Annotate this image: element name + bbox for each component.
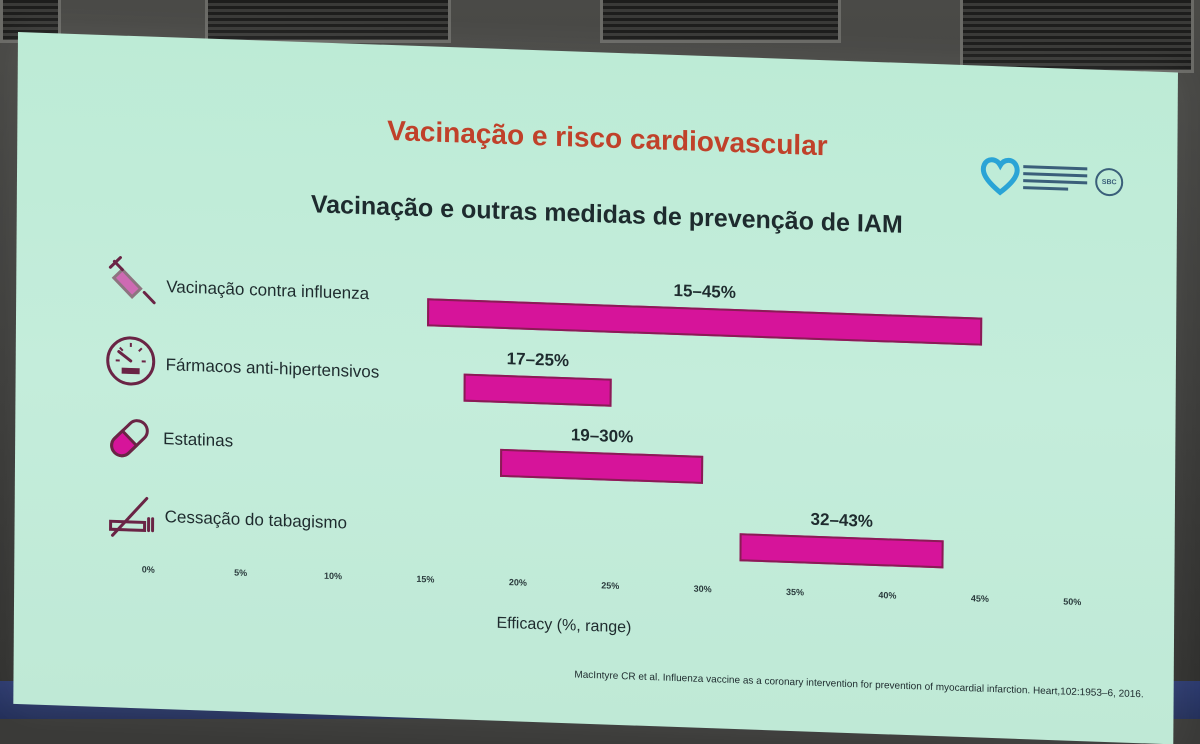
x-tick-label: 40% (867, 590, 907, 601)
x-tick-label: 20% (498, 577, 538, 588)
range-label: 32–43% (782, 509, 902, 533)
citation: MacIntyre CR et al. Influenza vaccine as… (384, 663, 1144, 701)
range-label: 17–25% (478, 348, 598, 372)
ceiling-vent (600, 0, 841, 43)
range-bar (464, 374, 612, 407)
x-tick-label: 10% (313, 570, 353, 581)
range-label: 19–30% (542, 424, 662, 448)
x-tick-label: 15% (405, 574, 445, 585)
ceiling-vent (205, 0, 451, 43)
range-bar (740, 533, 943, 568)
chart-plot-area: 15–45% 17–25% 19–30% 32–43% 0% 5% 10% 15… (14, 32, 1178, 672)
range-bar (500, 449, 703, 484)
x-tick-label: 35% (775, 586, 815, 597)
x-tick-label: 5% (221, 567, 261, 578)
x-tick-label: 50% (1052, 596, 1092, 607)
range-bar (427, 298, 982, 345)
x-tick-label: 45% (960, 593, 1000, 604)
x-tick-label: 25% (590, 580, 630, 591)
range-label: 15–45% (645, 280, 765, 304)
projection-screen: Vacinação e risco cardiovascular SBC Vac… (13, 32, 1178, 744)
x-tick-label: 30% (683, 583, 723, 594)
x-tick-label: 0% (128, 564, 168, 575)
ceiling-vent (960, 0, 1194, 73)
